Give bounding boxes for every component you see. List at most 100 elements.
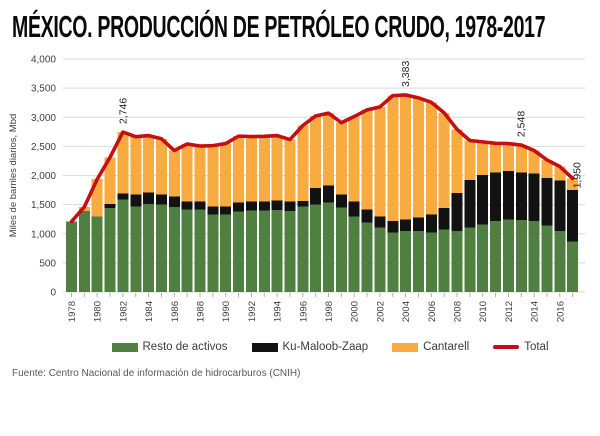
bar-segment [348, 201, 360, 217]
bar-segment [143, 135, 155, 193]
bar-segment [451, 230, 463, 292]
bar-segment [335, 194, 347, 208]
y-axis-title: Miles de barriles diarios, Mbd [8, 114, 19, 238]
bar-segment [168, 196, 180, 208]
x-tick-label: 2008 [453, 301, 464, 322]
bar-segment [310, 204, 322, 292]
bar-segment [271, 209, 283, 292]
bar-segment [117, 193, 129, 200]
bar-segment [528, 221, 540, 292]
bar-segment [245, 136, 257, 202]
bar-segment [220, 143, 232, 207]
bar-segment [297, 201, 309, 207]
bar-segment [323, 113, 334, 186]
bar-segment [143, 203, 155, 292]
bar-segment [554, 230, 566, 292]
y-tick-label: 0 [50, 288, 56, 299]
bar-segment [387, 232, 399, 292]
bar-segment [554, 166, 566, 181]
bar-segment [374, 216, 386, 228]
bar-segment [387, 95, 399, 222]
bar-segment [297, 125, 309, 202]
legend-label: Ku-Maloob-Zaap [282, 341, 369, 353]
bar-segment [477, 175, 489, 225]
bar-segment [541, 225, 553, 292]
bar-segment [451, 192, 463, 231]
bar-segment [258, 136, 270, 202]
bar-segment [155, 204, 167, 292]
annotation: 2,548 [516, 111, 528, 137]
y-tick-label: 2,500 [31, 142, 56, 153]
bar-segment [335, 207, 347, 292]
y-tick-label: 4,000 [31, 55, 56, 66]
legend-swatch-red-line [493, 345, 520, 349]
x-tick-label: 2010 [478, 301, 489, 322]
bar-segment [464, 140, 476, 180]
bar-segment [323, 202, 334, 292]
bar-segment [361, 209, 373, 223]
bar-segment [91, 216, 103, 292]
bar-segment [233, 202, 245, 212]
bar-segment [425, 102, 437, 215]
bar-segment [464, 179, 476, 228]
bar-segment [284, 139, 296, 202]
bar-segment [541, 159, 553, 179]
chart: 0 500 1,000 1,500 2,000 2,500 3,000 3,500 4,000 M… [0, 45, 600, 341]
bar-segment [258, 201, 270, 211]
bar-segment [490, 172, 502, 222]
bar-segment [78, 211, 90, 292]
bar-segment [233, 211, 245, 292]
bar-segment [245, 210, 257, 292]
bar-segment [528, 150, 540, 174]
x-tick-label: 1984 [144, 301, 155, 322]
x-tick-label: 1988 [196, 301, 207, 322]
bar-segment [502, 170, 514, 220]
bar-segment [400, 230, 412, 292]
chart-title: MÉXICO. PRODUCCIÓN DE PETRÓLEO CRUDO, 19… [12, 9, 546, 44]
x-tick-label: 1992 [247, 301, 258, 322]
bar-segment [207, 206, 219, 215]
bar-segment [233, 136, 245, 203]
bar-segment [220, 214, 232, 292]
x-tick-label: 1990 [221, 301, 232, 322]
bar-segment [361, 109, 373, 210]
bar-segment [117, 199, 129, 292]
bar-segment [181, 143, 193, 202]
bar-segment [207, 214, 219, 292]
bar-segment [541, 178, 553, 226]
bar-segment [412, 217, 424, 231]
y-tick-label: 2,000 [31, 171, 56, 182]
bar-segment [477, 224, 489, 292]
bar-segment [155, 138, 167, 195]
legend-swatch-black [251, 342, 278, 352]
bar-segment [130, 136, 142, 195]
bar-segment [374, 106, 386, 217]
bar-segment [143, 192, 155, 204]
bar-segment [400, 94, 412, 220]
bar-segment [425, 232, 437, 292]
bar-segment [168, 207, 180, 292]
legend-item-total: Total [493, 341, 549, 353]
x-tick-label: 2002 [375, 301, 386, 322]
bar-segment [271, 135, 283, 201]
x-tick-label: 1986 [170, 301, 181, 322]
bar-segment [374, 227, 386, 292]
x-tick-label: 1994 [273, 301, 284, 322]
bar-segment [194, 146, 206, 202]
bar-segment [502, 219, 514, 292]
total-line [69, 93, 575, 224]
bar-segment [104, 204, 116, 209]
bar-segment [515, 145, 527, 173]
bar-segment [348, 216, 360, 292]
source-row: Fuente: Centro Nacional de información d… [12, 368, 600, 379]
bar-segment [155, 194, 167, 205]
x-tick-label: 2012 [504, 301, 515, 322]
legend-item-ku-maloob-zaap: Ku-Maloob-Zaap [251, 341, 369, 353]
bar-segment [567, 189, 579, 242]
bar-segment [567, 241, 579, 292]
x-tick-label: 2016 [555, 301, 566, 322]
bar-segment [554, 180, 566, 231]
bar-segment [130, 206, 142, 292]
x-tick-label: 1998 [324, 301, 335, 322]
bar-segment [297, 206, 309, 292]
